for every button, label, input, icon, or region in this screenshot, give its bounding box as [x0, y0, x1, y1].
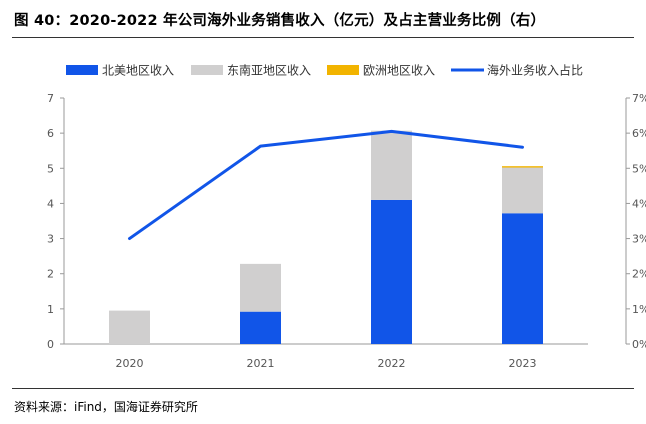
right-tick-label: 1% — [632, 303, 646, 316]
footer-divider — [12, 388, 634, 389]
x-tick-label: 2022 — [378, 357, 406, 370]
axes: 0 1 2 3 4 5 6 7 0% 1% 2% 3% 4% 5% 6% 7% 2020 2021 2022 2023 — [47, 92, 646, 370]
source-note: 资料来源：iFind，国海证券研究所 — [14, 400, 198, 414]
bar-segment — [371, 199, 412, 344]
left-tick-label: 2 — [47, 268, 54, 281]
bar-segment — [371, 130, 412, 200]
left-tick-label: 6 — [47, 127, 54, 140]
right-tick-label: 5% — [632, 162, 646, 175]
x-tick-label: 2021 — [247, 357, 275, 370]
bar-segment — [502, 167, 543, 214]
left-tick-label: 1 — [47, 303, 54, 316]
legend-swatch — [191, 65, 223, 75]
legend-swatch — [66, 65, 98, 75]
x-tick-label: 2020 — [116, 357, 144, 370]
ratio-line-group — [128, 129, 524, 241]
chart-title: 图 40：2020-2022 年公司海外业务销售收入（亿元）及占主营业务比例（右… — [14, 13, 546, 29]
bar-segment — [502, 213, 543, 344]
bar-segment — [502, 166, 543, 168]
bar-segment — [109, 310, 150, 344]
right-tick-label: 7% — [632, 92, 646, 105]
left-tick-label: 7 — [47, 92, 54, 105]
bars — [109, 130, 543, 344]
right-tick-label: 6% — [632, 127, 646, 140]
bar-segment — [240, 263, 281, 312]
left-tick-label: 4 — [47, 197, 54, 210]
right-tick-label: 3% — [632, 233, 646, 246]
legend-swatch — [327, 65, 359, 75]
bar-segment — [240, 311, 281, 344]
legend-label: 北美地区收入 — [102, 64, 174, 78]
legend-label: 海外业务收入占比 — [487, 63, 583, 78]
legend-label: 欧洲地区收入 — [363, 64, 435, 78]
left-tick-label: 0 — [47, 338, 54, 351]
right-tick-label: 2% — [632, 268, 646, 281]
legend: 北美地区收入 东南亚地区收入 欧洲地区收入 海外业务收入占比 — [66, 63, 583, 78]
right-tick-label: 0% — [632, 338, 646, 351]
x-tick-label: 2023 — [509, 357, 537, 370]
right-tick-label: 4% — [632, 197, 646, 210]
ratio-line — [128, 129, 524, 241]
legend-label: 东南亚地区收入 — [227, 63, 311, 78]
left-tick-label: 5 — [47, 162, 54, 175]
left-tick-label: 3 — [47, 233, 54, 246]
title-divider — [12, 37, 634, 38]
chart: 北美地区收入 东南亚地区收入 欧洲地区收入 海外业务收入占比 0 1 2 3 4 5 6 7 0% 1%… — [47, 63, 646, 371]
